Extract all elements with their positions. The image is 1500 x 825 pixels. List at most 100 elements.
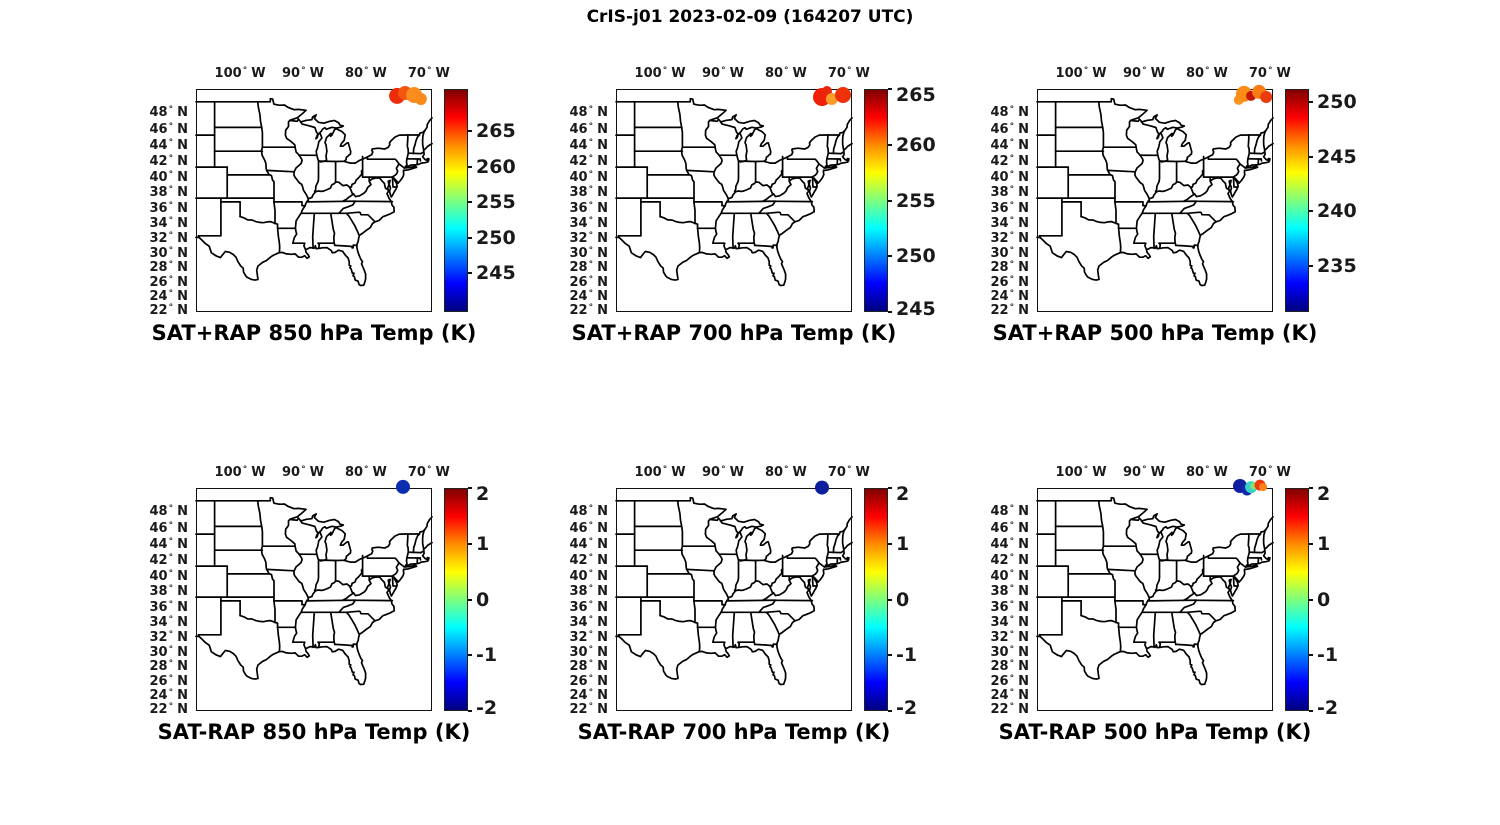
degree-symbol: °: [168, 215, 174, 226]
degree-symbol: °: [168, 200, 174, 211]
degree-symbol: °: [588, 568, 594, 579]
lon-direction: W: [1092, 66, 1107, 81]
lat-tick-value: 38: [569, 185, 588, 201]
lat-tick-label: 24° N: [941, 287, 1029, 304]
degree-symbol: °: [168, 245, 174, 256]
lat-tick-value: 46: [569, 520, 588, 536]
observation-marker: [825, 93, 838, 105]
lat-tick-label: 30° N: [520, 244, 608, 261]
lat-tick-label: 22° N: [520, 700, 608, 718]
degree-symbol: °: [588, 520, 594, 531]
lat-direction: N: [177, 200, 188, 216]
lon-tick-value: 90: [282, 66, 301, 81]
degree-symbol: °: [1009, 303, 1015, 314]
degree-symbol: °: [168, 154, 174, 165]
degree-symbol: °: [1009, 584, 1015, 595]
map-canvas: [195, 86, 433, 312]
degree-symbol: °: [588, 274, 594, 285]
colorbar-tick-label: 250: [476, 226, 516, 249]
degree-symbol: °: [1009, 553, 1015, 564]
degree-symbol: °: [1142, 465, 1147, 475]
lat-tick-value: 28: [569, 260, 588, 276]
lat-tick-value: 48: [990, 105, 1009, 121]
lat-direction: N: [597, 274, 608, 290]
lat-tick-label: 32° N: [100, 628, 188, 645]
lon-direction: W: [251, 66, 266, 81]
lat-tick-label: 32° N: [941, 229, 1029, 246]
lat-tick-label: 44° N: [100, 136, 188, 153]
colorbar-tick-mark: [468, 598, 472, 601]
lat-tick-value: 26: [149, 673, 168, 689]
lat-direction: N: [177, 702, 188, 718]
lat-direction: N: [597, 105, 608, 121]
lat-direction: N: [177, 659, 188, 675]
lat-tick-label: 34° N: [100, 214, 188, 231]
lat-tick-label: 48° N: [941, 103, 1029, 121]
lat-tick-label: 46° N: [941, 519, 1029, 536]
lat-tick-label: 26° N: [941, 273, 1029, 290]
colorbar-tick-label: 235: [1317, 255, 1357, 278]
lat-tick-label: 30° N: [100, 244, 188, 261]
lat-tick-value: 36: [149, 200, 168, 216]
lon-tick-label: 90° W: [263, 461, 343, 480]
lat-tick-label: 40° N: [520, 567, 608, 584]
degree-symbol: °: [846, 465, 852, 475]
lat-direction: N: [177, 644, 188, 660]
degree-symbol: °: [1267, 465, 1273, 475]
degree-symbol: °: [1009, 138, 1015, 149]
colorbar-tick-label: 265: [476, 120, 516, 143]
lat-tick-value: 22: [569, 303, 588, 319]
state-borders: [1036, 97, 1274, 287]
lat-direction: N: [597, 702, 608, 718]
colorbar-tick-mark: [468, 487, 472, 489]
degree-symbol: °: [588, 584, 594, 595]
map-frame: [616, 89, 852, 312]
degree-symbol: °: [1009, 105, 1015, 116]
lat-direction: N: [177, 245, 188, 261]
degree-symbol: °: [168, 230, 174, 241]
lon-tick-value: 100: [634, 66, 662, 81]
colorbar-tick-label: 265: [896, 84, 936, 106]
colorbar-tick-label: 1: [896, 532, 910, 555]
lat-tick-label: 44° N: [520, 136, 608, 153]
lat-tick-value: 40: [149, 169, 168, 185]
lat-tick-value: 24: [149, 289, 168, 305]
lat-tick-value: 48: [569, 105, 588, 121]
lat-tick-value: 40: [990, 568, 1009, 584]
degree-symbol: °: [168, 138, 174, 149]
degree-symbol: °: [1083, 66, 1089, 76]
colorbar-tick-label: 2: [896, 483, 910, 505]
colorbar-tick-label: 0: [476, 588, 490, 611]
lat-tick-value: 34: [569, 215, 588, 231]
lon-direction: W: [1150, 465, 1165, 480]
lon-tick-label: 80° W: [326, 62, 406, 81]
degree-symbol: °: [168, 105, 174, 116]
lat-direction: N: [177, 215, 188, 231]
colorbar-tick-mark: [1309, 210, 1313, 213]
lat-tick-value: 48: [990, 504, 1009, 520]
colorbar-tick-label: 245: [476, 262, 516, 285]
lat-direction: N: [177, 568, 188, 584]
colorbar-tick-mark: [888, 710, 892, 712]
lat-tick-label: 32° N: [520, 229, 608, 246]
lat-tick-label: 44° N: [941, 136, 1029, 153]
degree-symbol: °: [1009, 245, 1015, 256]
lat-direction: N: [177, 537, 188, 553]
panel-title: SAT+RAP 850 hPa Temp (K): [151, 321, 477, 345]
lat-tick-value: 32: [149, 629, 168, 645]
lat-tick-label: 42° N: [941, 152, 1029, 169]
lon-tick-label: 80° W: [326, 461, 406, 480]
degree-symbol: °: [168, 553, 174, 564]
degree-symbol: °: [1009, 230, 1015, 241]
colorbar-tick-label: -2: [1317, 697, 1339, 719]
degree-symbol: °: [588, 537, 594, 548]
lat-direction: N: [1018, 504, 1029, 520]
colorbar-tick-label: 2: [1317, 483, 1331, 505]
colorbar-tick-label: 255: [896, 189, 936, 212]
lat-direction: N: [1018, 121, 1029, 137]
observation-marker: [396, 479, 410, 494]
lat-tick-label: 26° N: [941, 672, 1029, 689]
lat-tick-value: 38: [990, 584, 1009, 600]
lon-direction: W: [251, 465, 266, 480]
lat-direction: N: [597, 520, 608, 536]
